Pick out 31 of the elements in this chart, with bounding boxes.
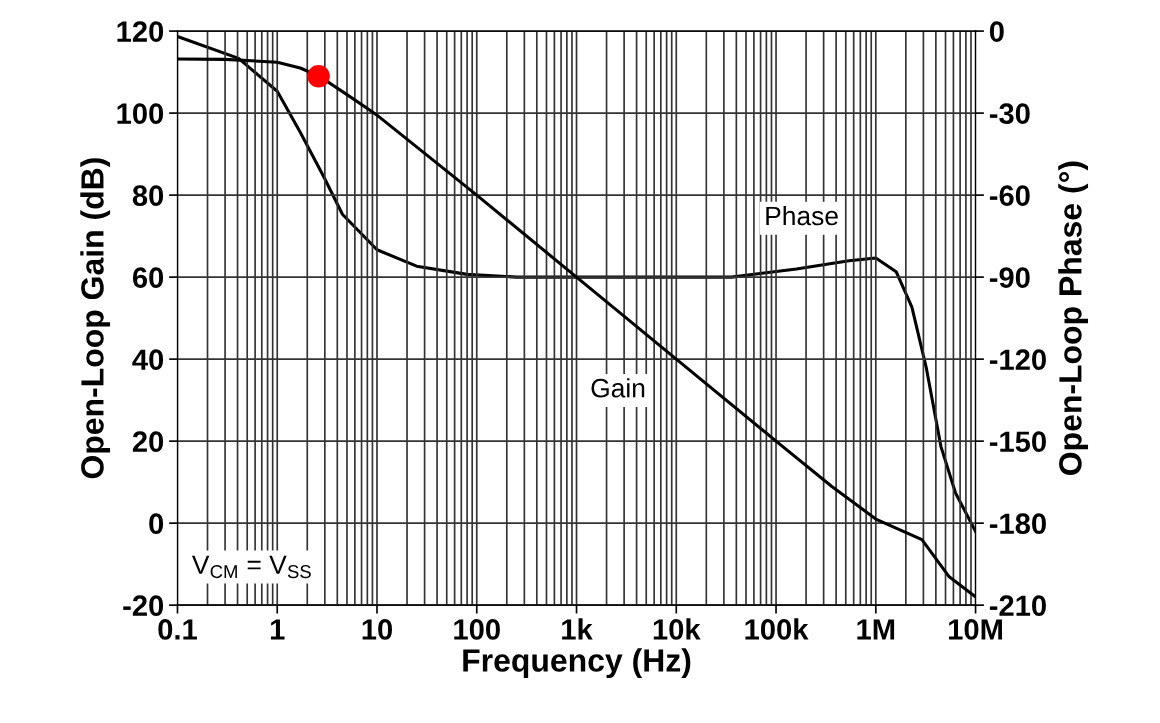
y2-axis-title: Open-Loop Phase (°)	[1058, 161, 1089, 475]
x-tick-label: 1k	[562, 618, 593, 640]
y2-tick-label: -210	[989, 595, 1046, 617]
y-tick-label: 60	[132, 267, 164, 288]
y2-tick-label: -90	[989, 267, 1030, 288]
y2-tick-label: -180	[989, 513, 1046, 534]
y-axis-title: Open-Loop Gain (dB)	[80, 158, 111, 479]
annotation: Phase	[766, 205, 838, 226]
x-tick-label: 1M	[857, 619, 895, 640]
y2-tick-label: -150	[989, 431, 1046, 452]
y2-tick-label: -30	[989, 103, 1030, 124]
y-tick-label: 40	[132, 349, 164, 370]
y-tick-label: 20	[132, 431, 164, 452]
y-tick-label: 80	[132, 185, 164, 206]
y2-tick-label: 0	[989, 21, 1004, 42]
x-tick-label: 0.1	[158, 619, 197, 640]
y-tick-label: 0	[149, 513, 164, 534]
annotation: Gain	[591, 378, 645, 398]
y-tick-label: 100	[117, 103, 164, 124]
x-tick-label: 10	[362, 619, 393, 640]
y2-tick-label: -60	[989, 185, 1030, 206]
x-axis-title: Frequency (Hz)	[463, 648, 691, 679]
x-tick-label: 10k	[653, 618, 701, 640]
y-tick-label: -20	[123, 595, 164, 617]
annotation: V$_{CM}$ = V$_{SS}$	[191, 555, 311, 579]
y2-tick-label: -120	[989, 349, 1046, 370]
y-tick-label: 120	[117, 21, 164, 42]
x-tick-label: 100k	[745, 618, 809, 640]
x-tick-label: 10M	[949, 619, 1002, 640]
x-tick-label: 1	[270, 619, 285, 640]
x-tick-label: 100	[454, 619, 500, 640]
